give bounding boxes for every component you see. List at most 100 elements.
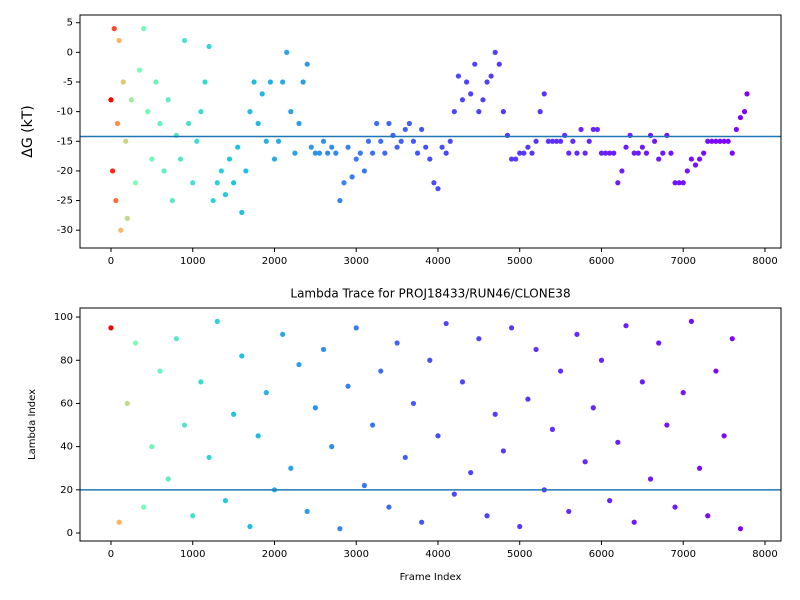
point [284, 49, 290, 55]
point [165, 476, 171, 482]
point [382, 150, 388, 156]
point [508, 325, 515, 331]
point [231, 411, 237, 417]
point [744, 91, 750, 97]
point [590, 126, 596, 133]
point [247, 523, 253, 530]
point [623, 144, 629, 150]
point [705, 138, 711, 144]
point [267, 79, 273, 85]
x-tick-label: 0 [108, 549, 114, 560]
y-tick-label: -25 [57, 196, 73, 207]
point [737, 526, 744, 532]
point [729, 336, 735, 342]
point [329, 144, 335, 150]
x-tick-label: 6000 [589, 549, 614, 560]
y-tick-label: -10 [57, 107, 73, 118]
point [304, 61, 310, 67]
point [427, 156, 433, 162]
point [451, 491, 457, 497]
point [615, 439, 621, 445]
point [721, 433, 727, 439]
point [410, 400, 417, 407]
point [558, 138, 564, 144]
point [288, 109, 294, 115]
point [476, 336, 482, 342]
point [222, 498, 229, 504]
point [353, 325, 359, 331]
point [345, 383, 351, 389]
point [128, 97, 135, 103]
point [582, 459, 588, 465]
point [492, 411, 498, 417]
y-tick-label: 0 [67, 528, 73, 539]
point [517, 523, 523, 530]
point [186, 120, 192, 127]
x-tick-label: 1000 [180, 549, 205, 560]
point [181, 422, 188, 428]
point [394, 144, 400, 150]
point [198, 109, 204, 115]
point [337, 526, 343, 532]
x-tick-label: 3000 [344, 549, 369, 560]
point [419, 126, 425, 133]
point [451, 109, 457, 115]
point [696, 156, 703, 162]
point [672, 504, 678, 510]
point [737, 114, 744, 121]
point [484, 513, 490, 519]
point [136, 67, 143, 73]
point [304, 508, 310, 515]
point [263, 390, 269, 396]
point [660, 150, 666, 156]
point [459, 97, 466, 103]
x-tick-label: 5000 [507, 256, 532, 267]
point [566, 508, 572, 515]
point [468, 469, 474, 476]
point [647, 476, 654, 482]
point [222, 192, 229, 198]
point [255, 433, 261, 439]
point [145, 109, 151, 115]
point [472, 61, 478, 67]
point [459, 379, 466, 385]
point [680, 390, 686, 396]
point [263, 138, 269, 144]
point [484, 79, 490, 85]
point [280, 331, 286, 337]
point [545, 138, 551, 144]
point [116, 519, 122, 525]
point [337, 197, 343, 204]
point [190, 180, 196, 186]
point [177, 156, 184, 162]
point [427, 357, 433, 363]
point [733, 126, 739, 133]
point [118, 227, 124, 233]
x-tick-label: 3000 [344, 256, 369, 267]
point [110, 168, 116, 174]
point [333, 150, 339, 156]
point [173, 336, 179, 342]
point [402, 126, 408, 133]
x-tick-label: 6000 [589, 256, 614, 267]
point [243, 168, 249, 174]
point [153, 79, 159, 85]
point [729, 150, 735, 156]
point [656, 156, 662, 162]
point [239, 353, 245, 359]
point [235, 144, 241, 150]
point [111, 26, 117, 32]
point [594, 126, 600, 133]
point [643, 150, 650, 156]
point [574, 150, 580, 156]
x-tick-label: 2000 [262, 256, 287, 267]
point [443, 320, 449, 327]
y-tick-label: 20 [60, 485, 73, 496]
y-tick-label: 40 [60, 442, 73, 453]
point [549, 138, 556, 144]
point [320, 138, 327, 144]
point [513, 156, 519, 162]
point [349, 174, 355, 180]
point [656, 340, 662, 346]
